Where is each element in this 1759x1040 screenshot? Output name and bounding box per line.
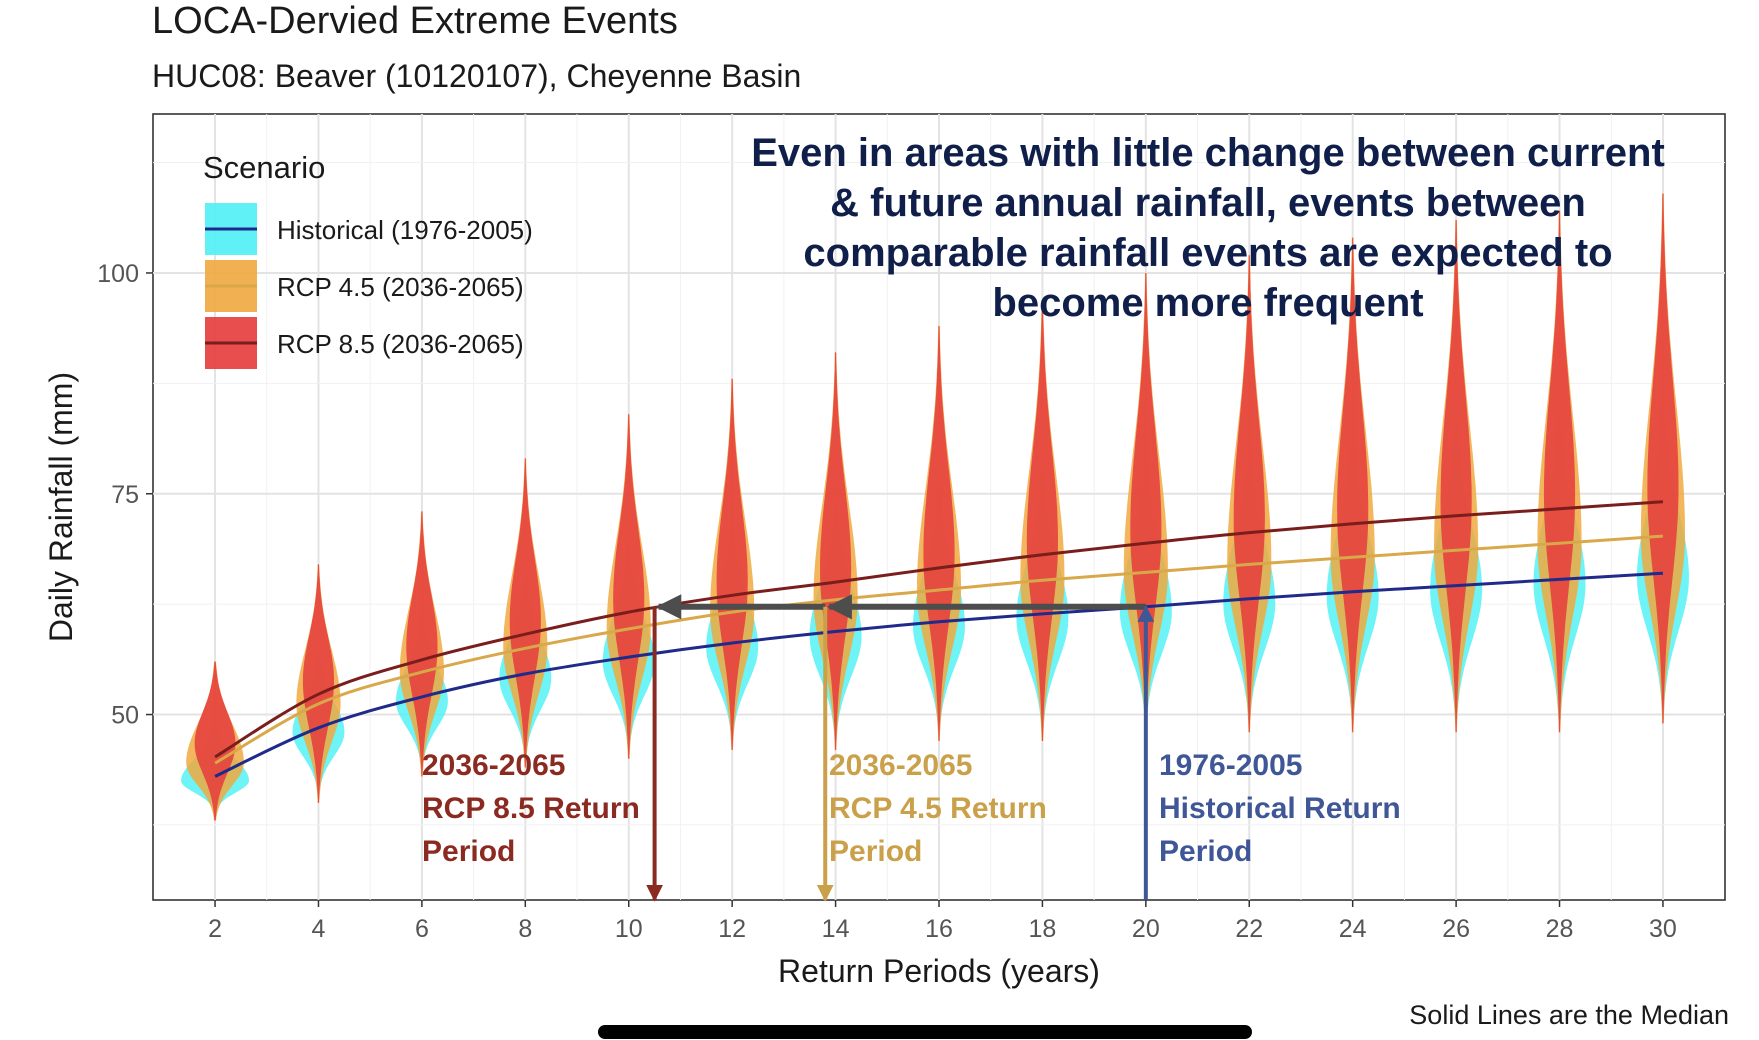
x-tick-label: 12 [718,915,746,943]
y-tick-label: 100 [97,260,139,288]
x-tick-label: 8 [518,915,532,943]
violin-rcp85 [613,414,645,759]
x-tick-label: 20 [1132,915,1160,943]
violin-rcp85 [406,511,438,777]
footnote: Solid Lines are the Median [1409,1000,1729,1030]
median-line-rcp85 [214,500,1664,759]
legend-title: Scenario [203,150,325,185]
legend-label: RCP 4.5 (2036-2065) [277,272,524,302]
x-tick-label: 30 [1649,915,1677,943]
x-tick-label: 16 [925,915,953,943]
rcp85-return-period-label: 2036-2065 [422,749,565,782]
x-tick-label: 24 [1339,915,1367,943]
annotation-line: & future annual rainfall, events between [830,181,1586,225]
violin-rcp85 [509,458,541,768]
x-tick-label: 22 [1235,915,1263,943]
violin-rcp85 [1647,193,1679,724]
home-indicator [598,1025,1252,1039]
x-tick-label: 14 [822,915,850,943]
rcp85-return-period-label: RCP 8.5 Return [422,792,640,825]
annotation-line: become more frequent [992,281,1423,325]
distribution-violins [181,193,1689,821]
x-tick-label: 2 [208,915,222,943]
y-tick-label: 75 [111,481,139,509]
return-period-arrows: 2036-2065 RCP 8.5 Return Period 2036-2065 RC… [422,594,1401,902]
x-tick-label: 10 [615,915,643,943]
median-lines [214,500,1664,778]
hist-return-period-label: 1976-2005 [1159,749,1302,782]
violin-rcp85 [1440,220,1472,733]
legend-label: Historical (1976-2005) [277,215,533,245]
violin-rcp85 [1233,255,1265,733]
rcp45-return-period-label: RCP 4.5 Return [829,792,1047,825]
annotation-line: comparable rainfall events are expected … [803,231,1612,275]
y-tick-label: 50 [111,702,139,730]
median-line-rcp45 [214,534,1664,765]
x-tick-label: 4 [312,915,326,943]
chart-title: LOCA-Dervied Extreme Events [152,0,678,42]
x-tick-label: 6 [415,915,429,943]
violin-rcp85 [716,378,748,750]
median-line-hist [214,571,1663,778]
legend: Scenario Historical (1976-2005) RCP 4.5 (2… [203,150,533,369]
hist-return-period-label: Period [1159,835,1252,868]
y-axis-label: Daily Rainfall (mm) [43,372,79,642]
x-tick-label: 18 [1029,915,1057,943]
violin-rcp85 [1543,211,1576,733]
rcp85-return-period-label: Period [422,835,515,868]
x-tick-label: 28 [1546,915,1574,943]
violin-rcp85 [820,352,852,750]
chart-subtitle: HUC08: Beaver (10120107), Cheyenne Basin [152,58,802,94]
violin-rcp85 [302,564,334,803]
rcp45-return-period-label: Period [829,835,922,868]
x-axis-label: Return Periods (years) [778,953,1100,989]
violin-rcp85 [1337,237,1369,733]
rcp45-return-period-label: 2036-2065 [829,749,972,782]
legend-label: RCP 8.5 (2036-2065) [277,329,524,359]
annotation-line: Even in areas with little change between… [751,131,1665,175]
violin-rcp85 [194,661,236,821]
violin-rcp85 [923,326,955,741]
hist-return-period-label: Historical Return [1159,792,1401,825]
annotation-text: Even in areas with little change between… [751,131,1665,325]
x-tick-label: 26 [1442,915,1470,943]
violin-rcp85 [1026,299,1058,741]
